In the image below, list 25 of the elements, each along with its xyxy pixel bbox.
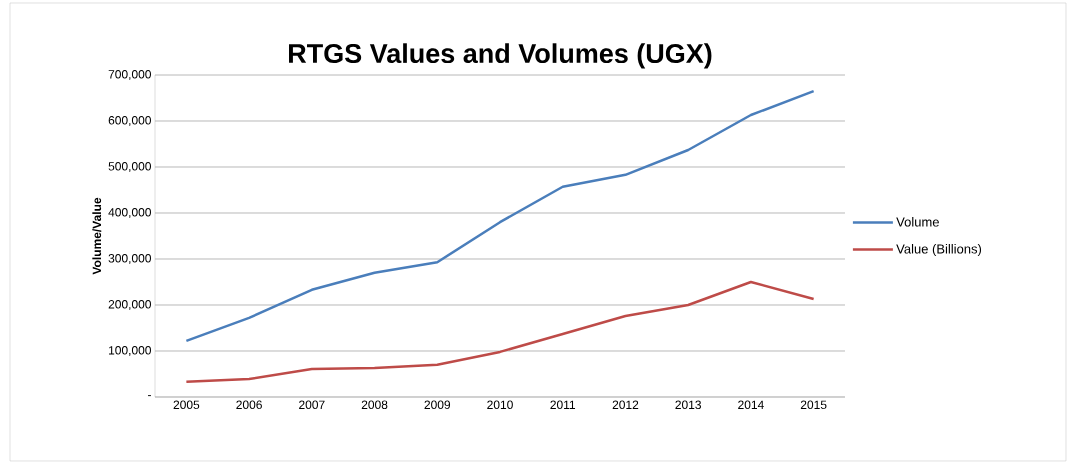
x-tick-label: 2015	[800, 400, 827, 410]
x-tick-label: 2011	[550, 400, 576, 410]
legend-label: Volume	[896, 217, 939, 227]
legend-label: Value (Billions)	[896, 243, 982, 257]
x-tick-label: 2012	[612, 400, 639, 410]
y-tick-label: 100,000	[109, 346, 152, 356]
chart-title: RTGS Values and Volumes (UGX)	[289, 43, 712, 69]
x-tick-label: 2010	[487, 400, 513, 410]
y-tick-label: -	[148, 395, 151, 397]
line-series	[185, 89, 815, 343]
x-tick-label: 2008	[361, 400, 388, 410]
y-tick-label: 700,000	[108, 70, 152, 80]
y-tick-label: 500,000	[108, 162, 152, 172]
x-tick-label: 2007	[299, 400, 325, 410]
x-tick-label: 2009	[424, 400, 451, 410]
line-series	[185, 280, 815, 384]
x-tick-label: 2006	[236, 400, 262, 410]
y-tick-label: 200,000	[108, 300, 152, 310]
y-tick-label: 300,000	[108, 254, 152, 264]
y-tick-label: 400,000	[108, 208, 152, 218]
x-tick-label: 2005	[173, 400, 200, 410]
y-tick-label: 600,000	[108, 116, 152, 126]
x-tick-label: 2014	[738, 400, 764, 410]
y-axis-title: Volume/Value	[92, 197, 102, 275]
x-tick-label: 2013	[675, 400, 701, 410]
